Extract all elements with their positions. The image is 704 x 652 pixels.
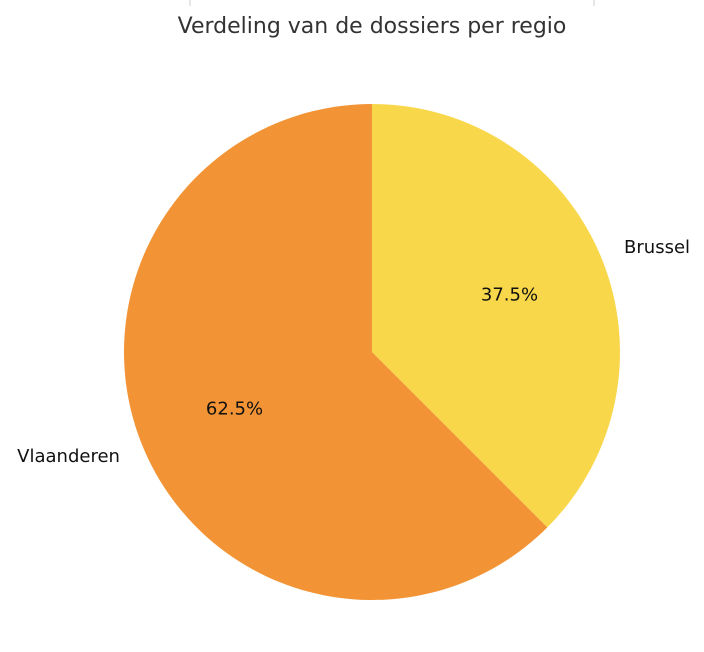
pie-slice-brussel (372, 104, 620, 528)
pct-label-brussel: 37.5% (481, 285, 538, 306)
pie-labels: Brussel 37.5% Vlaanderen 62.5% (17, 237, 690, 467)
pct-label-vlaanderen: 62.5% (206, 398, 263, 419)
pie-slices (123, 104, 620, 601)
chart-title: Verdeling van de dossiers per regio (178, 14, 567, 39)
slice-label-vlaanderen: Vlaanderen (17, 446, 120, 467)
pie-slice-vlaanderen (123, 104, 548, 601)
slice-label-brussel: Brussel (624, 237, 690, 258)
